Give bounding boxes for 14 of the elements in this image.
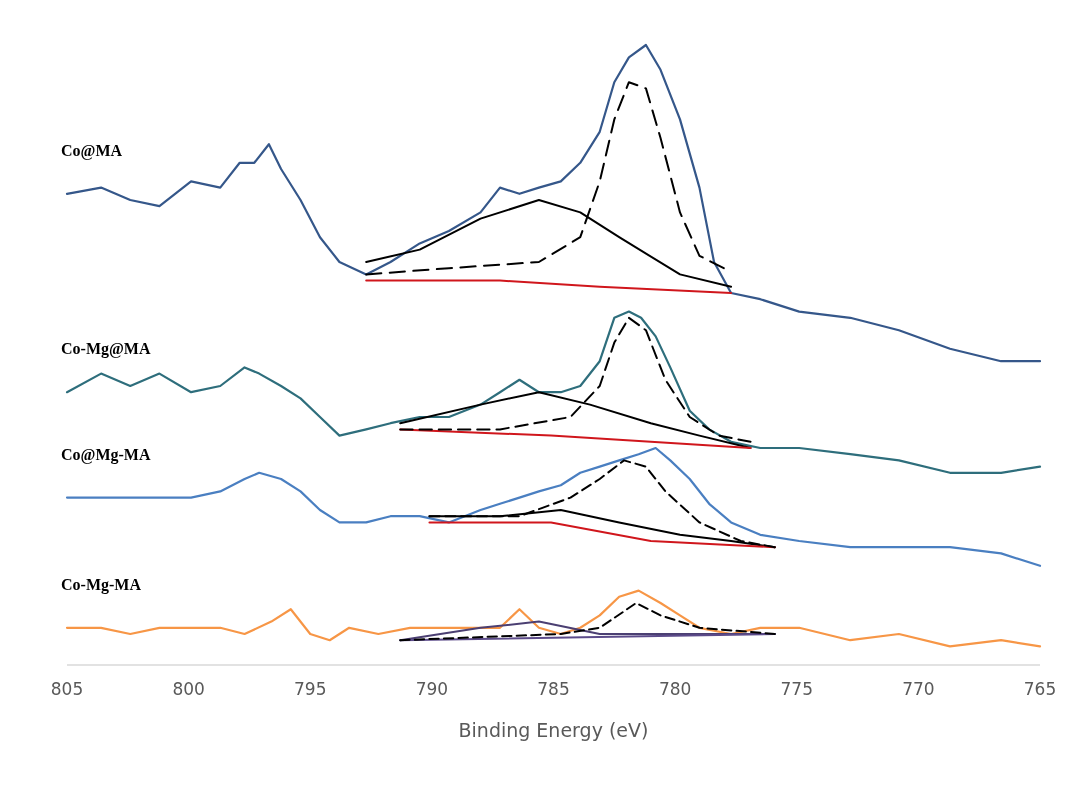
x-axis-title: Binding Energy (eV) — [458, 719, 649, 741]
x-tick-label: 780 — [658, 679, 692, 699]
x-tick-label: 800 — [172, 679, 205, 699]
x-tick-label: 765 — [1023, 679, 1057, 699]
series-label: Co-Mg@MA — [61, 340, 151, 359]
x-tick-label: 775 — [780, 679, 813, 699]
text: Co-Mg-MA — [61, 575, 142, 594]
x-tick-label: 790 — [415, 679, 449, 699]
text: Co@MA — [61, 141, 123, 160]
x-tick-label: 770 — [902, 679, 935, 699]
x-tick-label: 785 — [537, 679, 570, 699]
x-tick-label: 805 — [50, 679, 84, 699]
x-tick-label: 795 — [294, 679, 327, 699]
text: Co@Mg-MA — [61, 445, 151, 464]
